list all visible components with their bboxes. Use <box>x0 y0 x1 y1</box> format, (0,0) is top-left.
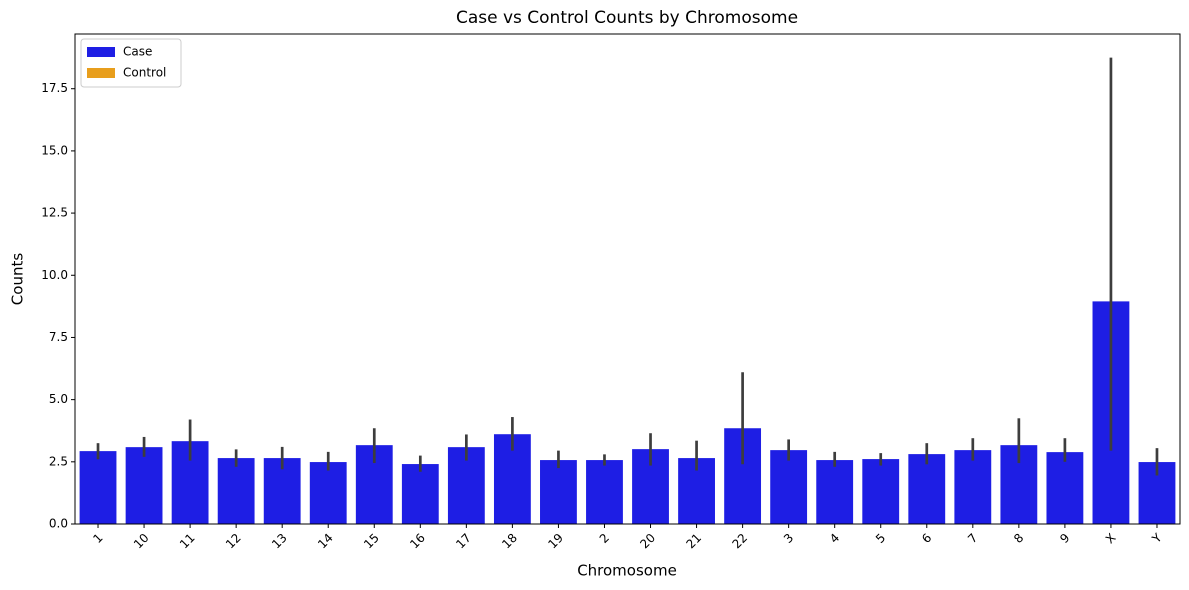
x-tick-label: 11 <box>177 531 198 552</box>
x-tick-label: 15 <box>361 531 382 552</box>
bar <box>908 454 946 524</box>
bar <box>125 447 163 524</box>
x-tick-label: 9 <box>1057 531 1072 546</box>
x-tick-label: 22 <box>729 531 750 552</box>
legend-label: Case <box>123 45 152 59</box>
x-tick-label: Y <box>1149 530 1165 546</box>
bar <box>586 460 623 524</box>
x-tick-label: 10 <box>131 531 152 552</box>
y-tick-label: 7.5 <box>49 330 68 344</box>
x-tick-label: 13 <box>269 531 290 552</box>
x-tick-label: 2 <box>597 531 612 546</box>
x-tick-label: 5 <box>873 531 888 546</box>
legend-swatch <box>87 68 115 78</box>
bar <box>309 462 347 524</box>
bar <box>770 450 808 524</box>
y-tick-label: 17.5 <box>41 81 68 95</box>
y-tick-label: 12.5 <box>41 206 68 220</box>
y-tick-label: 15.0 <box>41 143 68 157</box>
x-tick-label: 8 <box>1011 531 1026 546</box>
plot-frame <box>74 33 1181 525</box>
x-tick-label: 20 <box>637 531 658 552</box>
bar <box>816 460 854 524</box>
legend-label: Control <box>123 66 166 80</box>
x-tick-label: 14 <box>315 531 336 552</box>
bar <box>954 450 992 524</box>
x-tick-label: 17 <box>453 531 474 552</box>
x-tick-label: X <box>1103 531 1119 547</box>
chart-title: Case vs Control Counts by Chromosome <box>456 8 798 28</box>
x-tick-label: 4 <box>827 531 842 546</box>
y-tick-label: 10.0 <box>41 268 68 282</box>
bar <box>79 451 117 524</box>
x-tick-label: 6 <box>919 531 934 546</box>
bar <box>540 460 577 524</box>
legend-swatch <box>87 47 115 57</box>
bar <box>862 459 900 524</box>
y-tick-label: 0.0 <box>49 517 68 531</box>
x-tick-label: 19 <box>545 531 566 552</box>
x-tick-label: 7 <box>965 531 980 546</box>
x-tick-label: 12 <box>223 531 244 552</box>
y-axis-label: Counts <box>9 253 27 306</box>
legend: Case Control <box>80 38 182 88</box>
y-tick-label: 5.0 <box>49 392 68 406</box>
bar <box>401 464 439 524</box>
x-tick-label: 3 <box>781 531 796 546</box>
x-tick-label: 16 <box>407 531 428 552</box>
x-tick-label: 18 <box>499 531 520 552</box>
x-axis-label: Chromosome <box>577 562 677 580</box>
x-tick-label: 1 <box>90 531 105 546</box>
bar <box>217 458 255 524</box>
bar <box>1046 452 1084 524</box>
x-tick-label: 21 <box>683 531 704 552</box>
y-tick-label: 2.5 <box>49 454 68 468</box>
